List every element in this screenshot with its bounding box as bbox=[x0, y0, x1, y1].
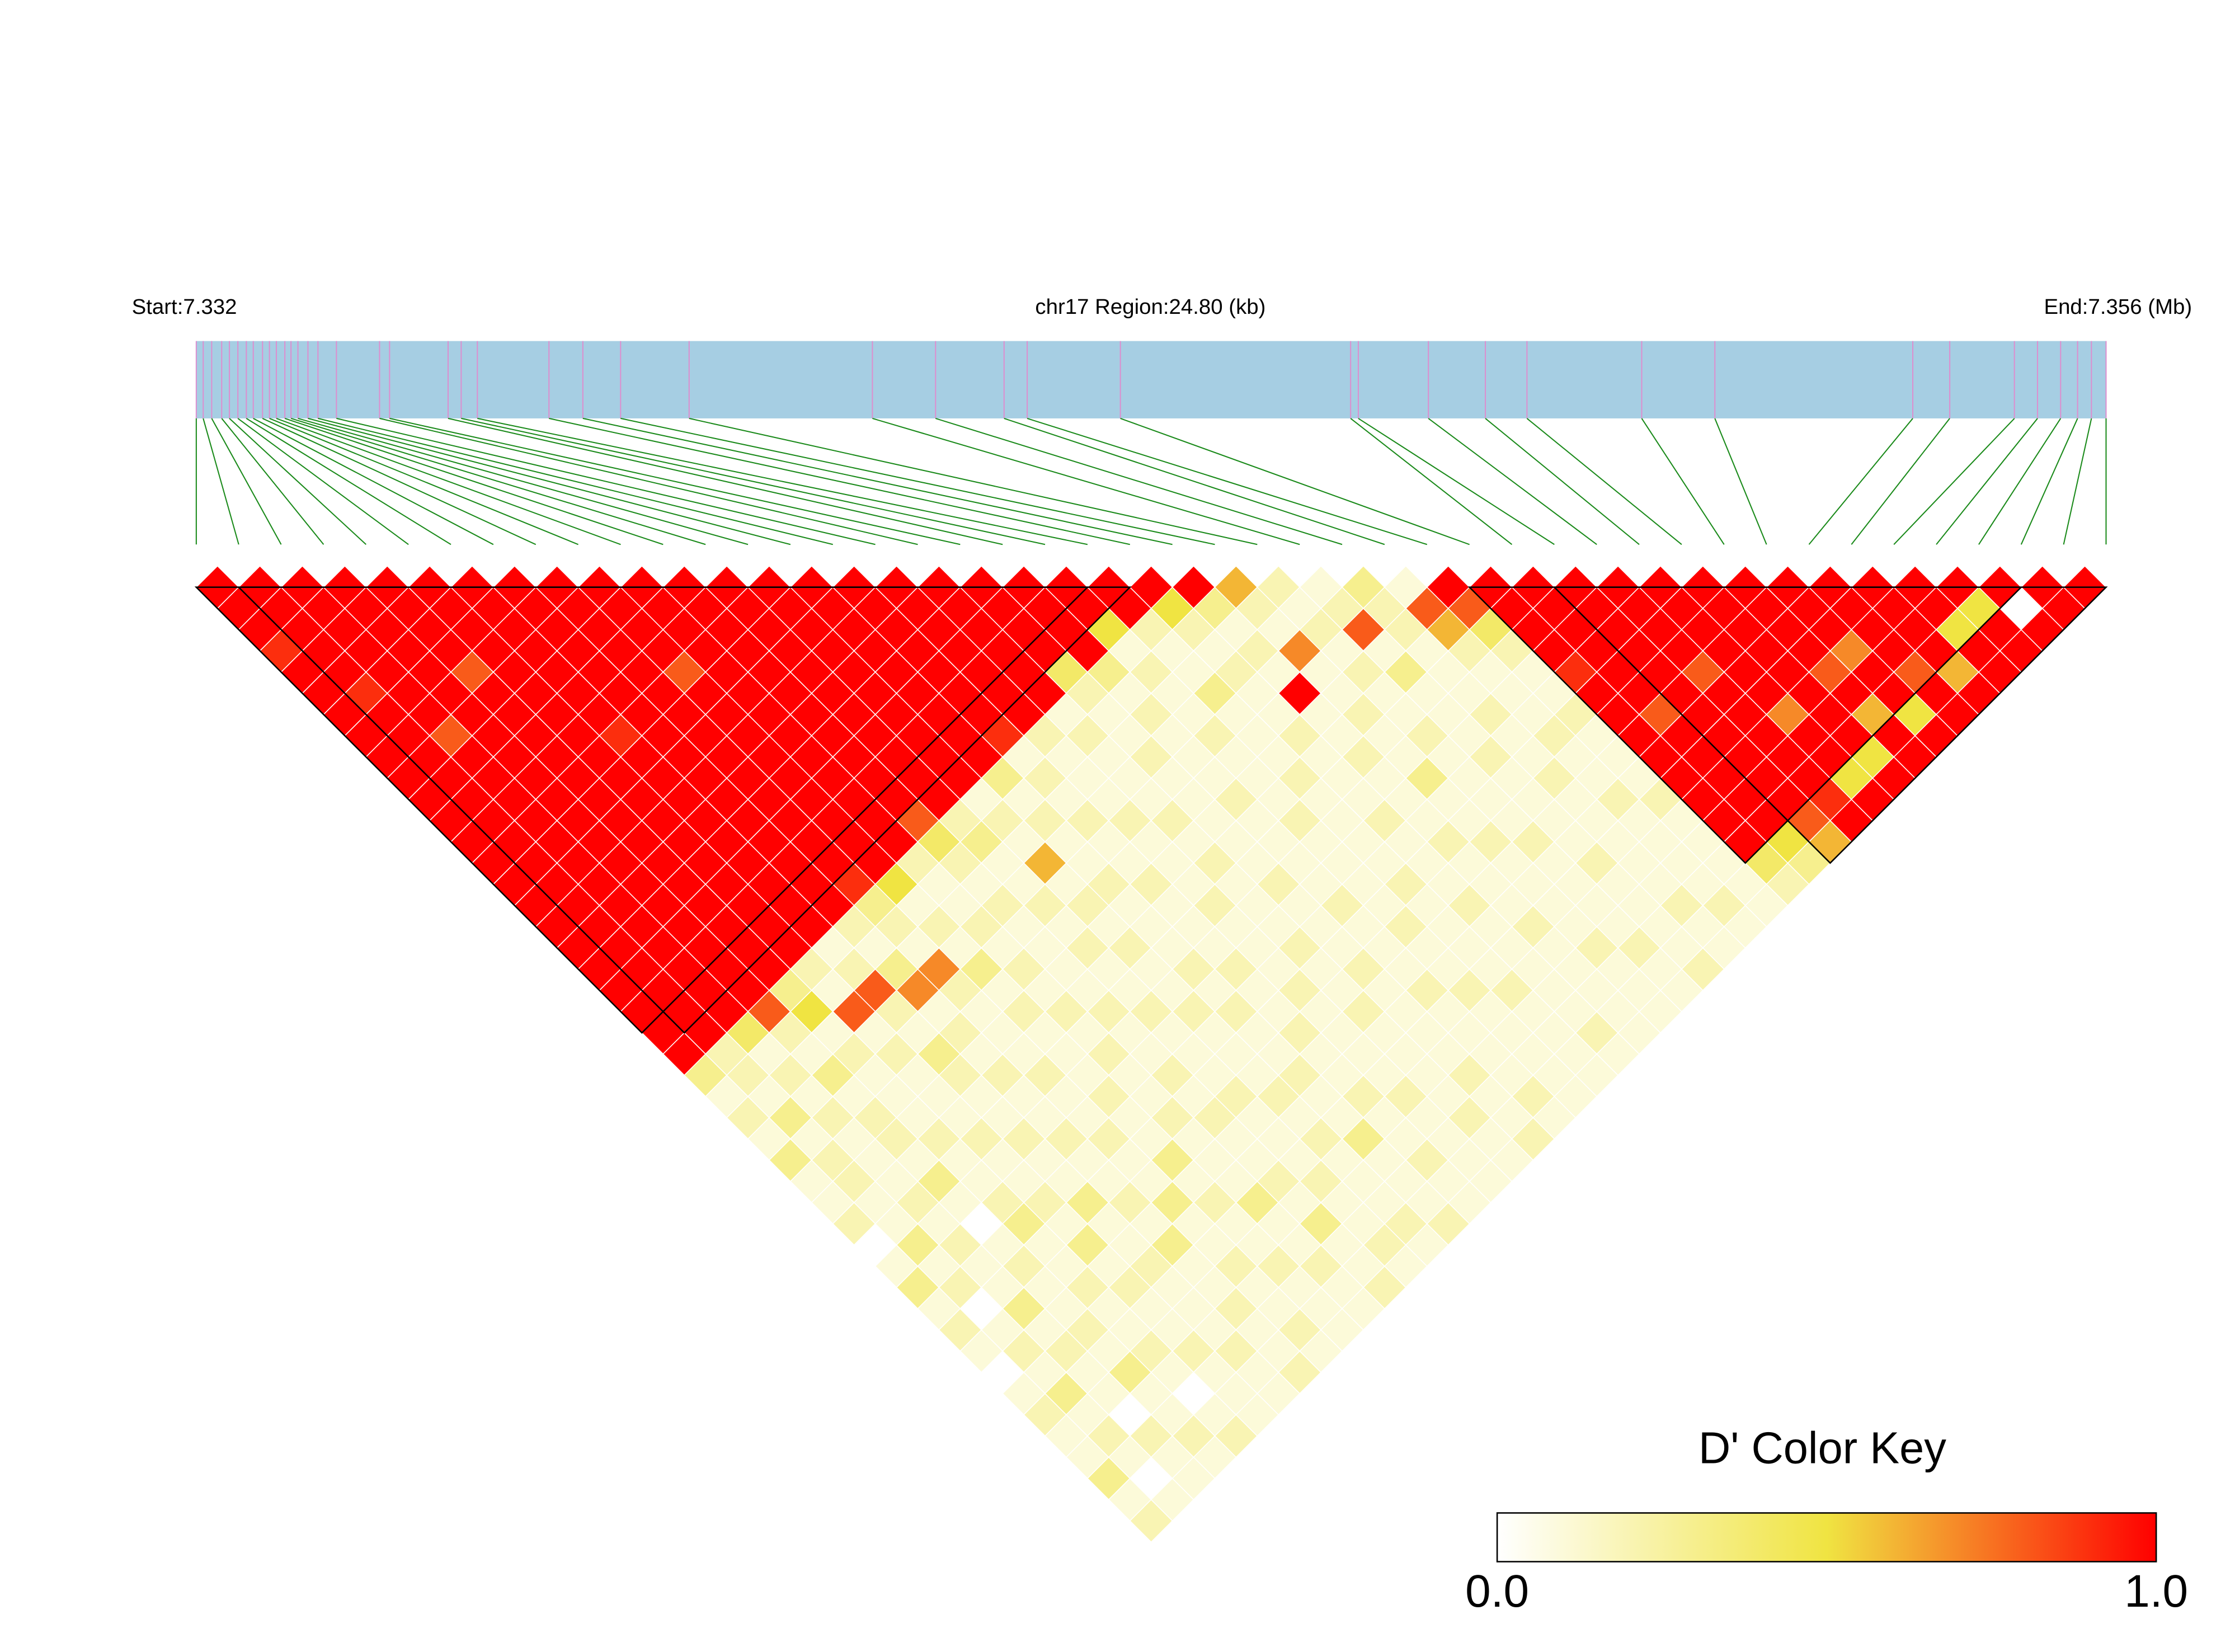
snp-connector bbox=[1358, 418, 1555, 545]
snp-connector bbox=[620, 417, 1215, 545]
snp-connector bbox=[276, 417, 621, 545]
region-bar bbox=[196, 341, 2106, 418]
snp-connector bbox=[269, 417, 578, 545]
snp-connector bbox=[1714, 418, 1767, 545]
snp-connector bbox=[1526, 418, 1682, 545]
snp-connector bbox=[284, 417, 664, 545]
snp-connector bbox=[2063, 418, 2092, 545]
snp-connector bbox=[1936, 418, 2038, 545]
snp-connector bbox=[1978, 418, 2062, 545]
start-label: Start:7.332 bbox=[132, 295, 237, 319]
snp-connector bbox=[872, 417, 1300, 545]
snp-connector bbox=[229, 418, 366, 545]
legend-title: D' Color Key bbox=[1698, 1423, 1946, 1472]
snp-connector bbox=[262, 417, 537, 545]
snp-connector bbox=[477, 417, 1088, 545]
snp-connector bbox=[935, 417, 1343, 545]
snp-connector bbox=[389, 417, 961, 545]
snp-connector bbox=[1893, 418, 2015, 545]
snp-connector bbox=[237, 418, 409, 545]
snp-connector bbox=[211, 418, 282, 545]
snp-connector bbox=[336, 417, 876, 545]
snp-connector bbox=[1808, 418, 1913, 545]
ld-block bbox=[1552, 586, 2108, 864]
snp-connector bbox=[221, 418, 324, 545]
snp-connector bbox=[1350, 418, 1513, 545]
snp-connector bbox=[689, 417, 1258, 545]
snp-connector bbox=[448, 417, 1003, 545]
snp-connector bbox=[290, 417, 706, 545]
ld-block bbox=[237, 586, 1132, 1034]
color-key bbox=[1496, 1512, 2157, 1562]
snp-connector bbox=[1851, 418, 1950, 545]
snp-connector bbox=[1004, 417, 1385, 545]
snp-connector bbox=[1027, 417, 1428, 545]
snp-connector bbox=[1485, 418, 1640, 545]
snp-connector bbox=[1641, 418, 1725, 545]
snp-connector bbox=[582, 417, 1173, 545]
snp-connector bbox=[246, 418, 451, 545]
snp-connector bbox=[253, 418, 494, 545]
snp-connector bbox=[203, 418, 239, 545]
snp-connector bbox=[298, 417, 749, 545]
region-label: chr17 Region:24.80 (kb) bbox=[1035, 295, 1265, 319]
snp-connector bbox=[2020, 418, 2078, 545]
end-label: End:7.356 (Mb) bbox=[2044, 295, 2192, 319]
color-key-label: 0.0 bbox=[1465, 1566, 1529, 1617]
color-key-label: 1.0 bbox=[2124, 1566, 2188, 1617]
snp-connector bbox=[1428, 418, 1597, 545]
snp-connector bbox=[318, 417, 833, 545]
snp-connector bbox=[379, 417, 918, 545]
snp-connector bbox=[1120, 417, 1470, 545]
snp-connector bbox=[461, 417, 1046, 545]
snp-connector bbox=[308, 417, 791, 545]
snp-connector bbox=[549, 417, 1130, 545]
